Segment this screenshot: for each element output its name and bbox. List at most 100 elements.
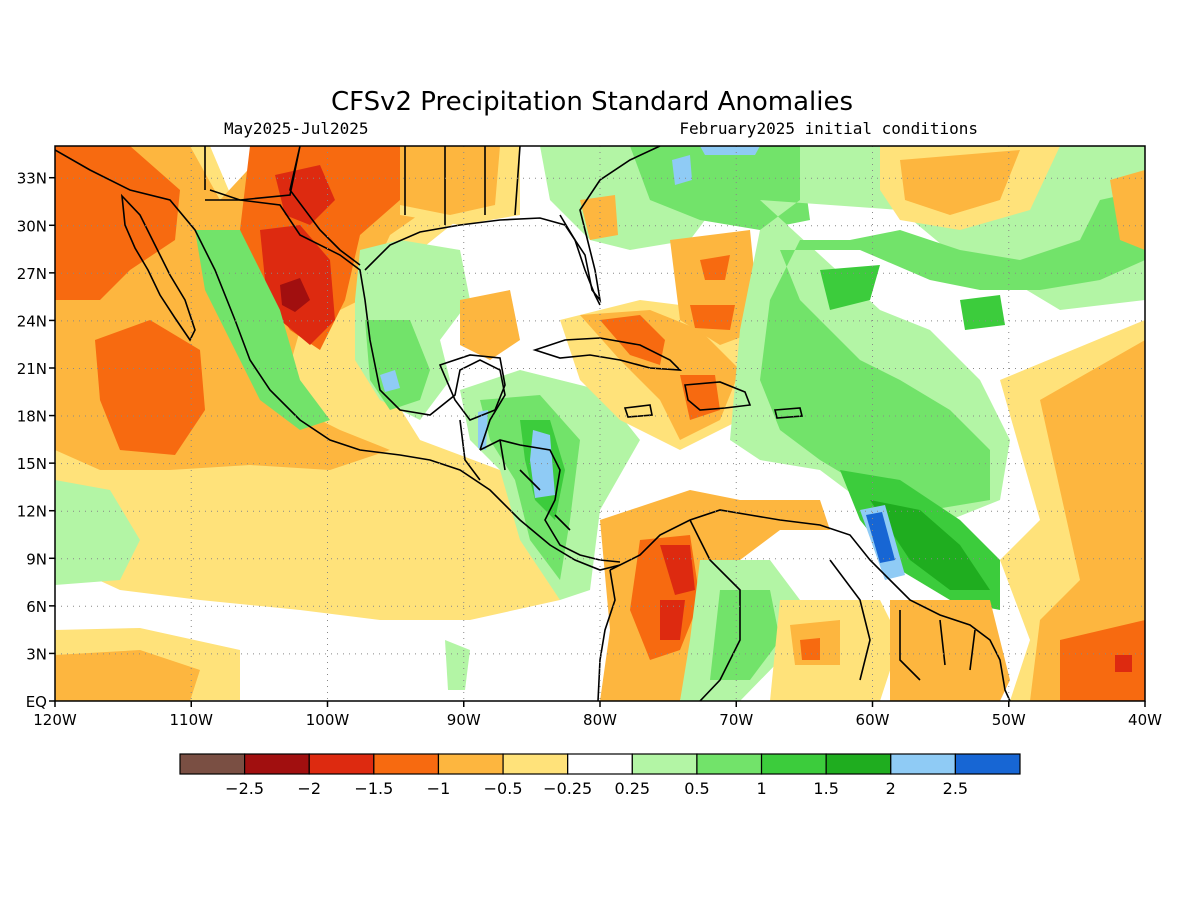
legend-label: −1.5	[354, 779, 393, 798]
us-gulf-coast	[364, 146, 661, 303]
mexico-dry-core-2	[275, 165, 335, 225]
belize-wet-core	[478, 410, 488, 450]
gulf-coast	[209, 189, 506, 451]
legend-swatch	[373, 753, 440, 775]
lon-tick-label: 60W	[856, 711, 890, 729]
trinidad-core	[866, 512, 895, 563]
atlantic-top-core	[700, 146, 760, 155]
legend-label: 0.25	[614, 779, 650, 798]
lat-tick-label: 6N	[26, 598, 47, 616]
eq-pacific-moderate	[55, 650, 200, 701]
legend-swatch	[308, 753, 375, 775]
legend-swatch	[760, 753, 827, 775]
lon-tick-label: 50W	[992, 711, 1026, 729]
legend-label: −0.5	[484, 779, 523, 798]
mexico-pacific-coast	[55, 149, 621, 571]
central-america-caribbean	[479, 439, 621, 563]
ne-atlantic-moderate	[900, 150, 1020, 215]
venezuela-north-dry	[700, 500, 830, 530]
anomaly-shading	[55, 146, 1145, 701]
legend-label: 1	[756, 779, 766, 798]
lat-tick-label: 12N	[17, 503, 47, 521]
hispaniola	[684, 381, 752, 411]
legend-label: −2	[297, 779, 321, 798]
bahamas-moderate-2	[690, 305, 735, 330]
cuba-dry	[600, 315, 665, 365]
eq-pacific-wet	[55, 480, 140, 585]
gulf-coast-moderate	[400, 146, 500, 215]
initial-conditions: February2025 initial conditions	[679, 119, 978, 138]
forecast-period: May2025-Jul2025	[224, 119, 369, 138]
atlantic-wet-core	[820, 265, 880, 310]
east-atlantic-moderate	[1030, 340, 1145, 701]
guiana-strong	[800, 638, 820, 660]
gulf-wet-core	[380, 370, 400, 392]
colombia-core-2	[660, 600, 685, 640]
puerto-rico	[773, 407, 804, 419]
us-mexico-border	[204, 146, 361, 266]
lon-tick-label: 40W	[1128, 711, 1162, 729]
jamaica	[623, 404, 653, 418]
venezuela-guyana-border	[829, 559, 871, 681]
lat-tick-label: EQ	[26, 693, 47, 711]
colombia-core	[660, 545, 695, 595]
far-ne-dry	[1110, 170, 1145, 250]
legend-swatch	[244, 753, 310, 775]
legend-label: 0.5	[684, 779, 709, 798]
legend-swatch	[502, 753, 569, 775]
grid-lines	[55, 146, 1145, 701]
atlantic-sw-core	[672, 155, 692, 185]
yucatan	[438, 354, 506, 421]
legend-swatch	[567, 753, 633, 775]
lon-tick-label: 90W	[447, 711, 481, 729]
us-state-borders	[404, 146, 521, 225]
color-legend: −2.5 −2 −1.5 −1 −0.5 −0.25 0.25 0.5 1 1.5 2 2.5	[179, 753, 1021, 798]
lesser-antilles-core	[870, 500, 990, 590]
suriname-dry	[890, 600, 1010, 701]
legend-label: −1	[427, 779, 451, 798]
legend-swatch	[437, 753, 504, 775]
legend-swatch	[954, 753, 1021, 775]
bahamas-moderate	[700, 255, 730, 280]
atlantic-wet-band-2	[760, 190, 1145, 510]
coastlines-and-borders	[55, 146, 1011, 701]
lat-tick-label: 21N	[17, 360, 47, 378]
lon-tick-label: 70W	[719, 711, 753, 729]
venezuela-wet-2	[710, 590, 780, 680]
central-america-borders	[459, 419, 571, 531]
lon-tick-label: 100W	[306, 711, 350, 729]
pacific-strong-dry	[95, 320, 205, 455]
gulf-wet-2	[365, 320, 430, 410]
longitude-axis: 120W 110W 100W 90W 80W 70W 60W 50W 40W	[33, 701, 1162, 729]
legend-swatch	[825, 753, 892, 775]
eq-pacific-wet-2	[445, 640, 470, 690]
legend-swatch	[890, 753, 956, 775]
legend-swatch	[631, 753, 698, 775]
east-atlantic-strong	[1060, 620, 1145, 701]
legend-label: 2.5	[943, 779, 968, 798]
cuba	[532, 337, 683, 371]
lat-tick-label: 27N	[17, 265, 47, 283]
colombia-venezuela-border	[689, 519, 741, 701]
legend-label: −2.5	[225, 779, 264, 798]
mexico-extreme-dry	[280, 278, 310, 312]
gulf-east-dry	[460, 290, 520, 360]
legend-label: 2	[886, 779, 896, 798]
latitude-axis: 33N 30N 27N 24N 21N 18N 15N 12N 9N 6N 3N EQ	[17, 170, 55, 711]
lon-tick-label: 80W	[583, 711, 617, 729]
east-atlantic-core	[1115, 655, 1132, 672]
south-america-north-coast	[609, 509, 1011, 701]
lat-tick-label: 30N	[17, 217, 47, 235]
mexico-west-wet	[195, 230, 330, 430]
legend-label: 1.5	[813, 779, 838, 798]
lon-tick-label: 120W	[33, 711, 77, 729]
lat-tick-label: 33N	[17, 170, 47, 188]
baja-california	[120, 193, 196, 342]
lon-tick-label: 110W	[170, 711, 214, 729]
legend-swatch	[179, 753, 246, 775]
chart-title: CFSv2 Precipitation Standard Anomalies	[331, 87, 853, 117]
lat-tick-label: 15N	[17, 455, 47, 473]
lat-tick-label: 3N	[26, 645, 47, 663]
florida-dry	[580, 195, 618, 240]
